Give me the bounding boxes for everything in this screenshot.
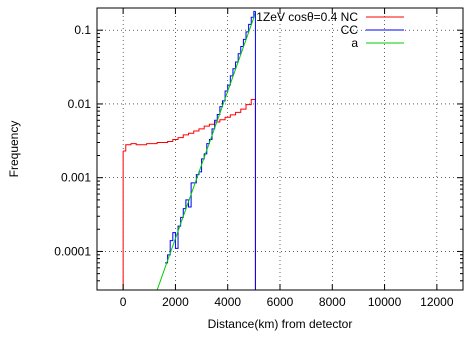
legend-label-cc: CC — [341, 23, 359, 37]
grid — [97, 8, 463, 290]
series-line-1zev-cos-0-4-nc — [123, 98, 256, 152]
y-tick-label: 0.001 — [61, 171, 91, 185]
ticks — [97, 7, 463, 291]
y-tick-labels: 0.0001 0.001 0.01 0.1 — [54, 23, 91, 258]
y-tick-label: 0.1 — [74, 23, 91, 37]
x-tick-label: 4000 — [214, 295, 241, 309]
series-line-a — [156, 13, 256, 290]
x-tick-label: 2000 — [162, 295, 189, 309]
y-tick-label: 0.01 — [68, 97, 92, 111]
x-tick-label: 0 — [120, 295, 127, 309]
x-tick-label: 8000 — [319, 295, 346, 309]
x-axis-label: Distance(km) from detector — [208, 317, 353, 331]
y-axis-label: Frequency — [7, 121, 21, 178]
plot-frame — [96, 7, 464, 291]
legend-label-a: a — [351, 36, 358, 50]
legend-label-1zev-cos-0-4-nc: 1ZeV cosθ=0.4 NC — [256, 10, 358, 24]
y-tick-label: 0.0001 — [54, 244, 91, 258]
x-tick-label: 12000 — [420, 295, 454, 309]
x-tick-label: 10000 — [368, 295, 402, 309]
x-tick-label: 6000 — [267, 295, 294, 309]
x-tick-labels: 0 2000 4000 6000 8000 10000 12000 — [120, 295, 454, 309]
series-lines — [122, 10, 256, 290]
